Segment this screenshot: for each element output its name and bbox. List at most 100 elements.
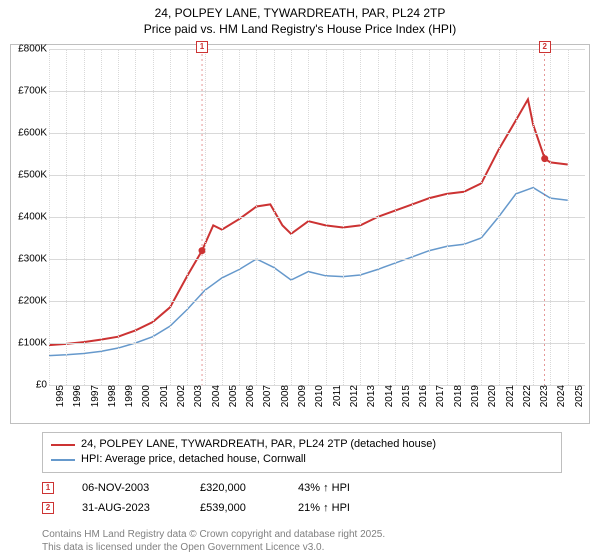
legend-swatch (51, 444, 75, 446)
grid-line (550, 49, 551, 385)
info-table: 1 06-NOV-2003 £320,000 43% ↑ HPI 2 31-AUG-202… (42, 478, 388, 518)
x-axis-label: 2010 (312, 385, 325, 407)
grid-line (429, 49, 430, 385)
grid-line (395, 49, 396, 385)
legend-swatch (51, 459, 75, 461)
grid-line (274, 49, 275, 385)
marker-label-box: 2 (539, 41, 551, 53)
x-axis-label: 2025 (572, 385, 585, 407)
x-axis-label: 2008 (278, 385, 291, 407)
grid-line (49, 343, 585, 344)
grid-line (412, 49, 413, 385)
grid-line (516, 49, 517, 385)
x-axis-label: 2005 (226, 385, 239, 407)
grid-line (481, 49, 482, 385)
grid-line (49, 49, 585, 50)
info-price: £320,000 (200, 482, 270, 494)
x-axis-label: 2014 (382, 385, 395, 407)
grid-line (118, 49, 119, 385)
marker-dot (541, 155, 548, 162)
grid-line (205, 49, 206, 385)
x-axis-label: 1995 (53, 385, 66, 407)
x-axis-label: 2001 (157, 385, 170, 407)
x-axis-label: 2019 (468, 385, 481, 407)
plot-frame: £0 £100K £200K £300K £400K £500K £600K £700K £80… (10, 44, 590, 424)
info-hpi: 21% ↑ HPI (298, 502, 388, 514)
x-axis-label: 2000 (139, 385, 152, 407)
x-axis-label: 2016 (416, 385, 429, 407)
footer-attribution: Contains HM Land Registry data © Crown c… (42, 528, 385, 554)
y-axis-label: £800K (11, 44, 49, 55)
x-axis-label: 2024 (554, 385, 567, 407)
info-marker-box: 2 (42, 502, 54, 514)
info-date: 31-AUG-2023 (82, 502, 172, 514)
grid-line (326, 49, 327, 385)
y-axis-label: £0 (11, 380, 49, 391)
chart-title: 24, POLPEY LANE, TYWARDREATH, PAR, PL24 … (0, 0, 600, 37)
x-axis-label: 2002 (174, 385, 187, 407)
x-axis-label: 2015 (399, 385, 412, 407)
grid-line (187, 49, 188, 385)
y-axis-label: £200K (11, 296, 49, 307)
grid-line (135, 49, 136, 385)
x-axis-label: 1996 (70, 385, 83, 407)
grid-line (49, 91, 585, 92)
legend-item: 24, POLPEY LANE, TYWARDREATH, PAR, PL24 … (51, 437, 553, 452)
x-axis-label: 2020 (485, 385, 498, 407)
grid-line (49, 259, 585, 260)
info-price: £539,000 (200, 502, 270, 514)
grid-line (153, 49, 154, 385)
x-axis-label: 2023 (537, 385, 550, 407)
footer-line-1: Contains HM Land Registry data © Crown c… (42, 528, 385, 541)
grid-line (447, 49, 448, 385)
info-marker-box: 1 (42, 482, 54, 494)
marker-label-box: 1 (196, 41, 208, 53)
x-axis-label: 1999 (122, 385, 135, 407)
grid-line (256, 49, 257, 385)
title-line-1: 24, POLPEY LANE, TYWARDREATH, PAR, PL24 … (0, 6, 600, 22)
grid-line (533, 49, 534, 385)
info-date: 06-NOV-2003 (82, 482, 172, 494)
grid-line (308, 49, 309, 385)
y-axis-label: £400K (11, 212, 49, 223)
grid-line (222, 49, 223, 385)
x-axis-label: 1997 (88, 385, 101, 407)
legend-label: 24, POLPEY LANE, TYWARDREATH, PAR, PL24 … (81, 437, 436, 452)
legend-item: HPI: Average price, detached house, Corn… (51, 452, 553, 467)
grid-line (49, 217, 585, 218)
x-axis-label: 2017 (433, 385, 446, 407)
x-axis-label: 2007 (260, 385, 273, 407)
grid-line (378, 49, 379, 385)
legend-label: HPI: Average price, detached house, Corn… (81, 452, 306, 467)
grid-line (66, 49, 67, 385)
x-axis-label: 2018 (451, 385, 464, 407)
grid-line (499, 49, 500, 385)
y-axis-label: £500K (11, 170, 49, 181)
info-hpi: 43% ↑ HPI (298, 482, 388, 494)
grid-line (49, 175, 585, 176)
grid-line (84, 49, 85, 385)
grid-line (291, 49, 292, 385)
plot-area: £0£100K£200K£300K£400K£500K£600K£700K£80… (49, 49, 585, 385)
y-axis-label: £300K (11, 254, 49, 265)
grid-line (49, 133, 585, 134)
x-axis-label: 1998 (105, 385, 118, 407)
grid-line (360, 49, 361, 385)
x-axis-label: 2011 (330, 385, 343, 407)
title-line-2: Price paid vs. HM Land Registry's House … (0, 22, 600, 38)
x-axis-label: 2013 (364, 385, 377, 407)
y-axis-label: £100K (11, 338, 49, 349)
x-axis-label: 2006 (243, 385, 256, 407)
grid-line (343, 49, 344, 385)
grid-line (568, 49, 569, 385)
info-row: 1 06-NOV-2003 £320,000 43% ↑ HPI (42, 478, 388, 498)
info-row: 2 31-AUG-2023 £539,000 21% ↑ HPI (42, 498, 388, 518)
grid-line (49, 49, 50, 385)
grid-line (464, 49, 465, 385)
grid-line (239, 49, 240, 385)
footer-line-2: This data is licensed under the Open Gov… (42, 541, 385, 554)
x-axis-label: 2009 (295, 385, 308, 407)
grid-line (101, 49, 102, 385)
y-axis-label: £700K (11, 86, 49, 97)
y-axis-label: £600K (11, 128, 49, 139)
